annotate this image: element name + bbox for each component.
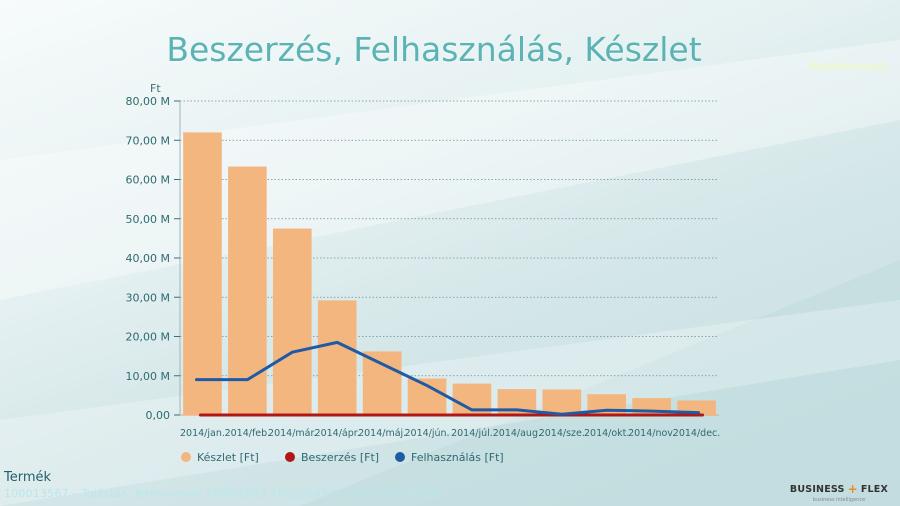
bar-keszlet bbox=[183, 132, 222, 415]
x-tick-label: 2014/aug. bbox=[493, 428, 541, 439]
model-link[interactable]: Készletmodell bbox=[809, 60, 886, 73]
x-tick-label: 2014/már. bbox=[268, 428, 317, 439]
x-tick-label: 2014/júl. bbox=[451, 428, 493, 439]
x-axis: 2014/jan. 2014/feb.2014/már.2014/ápr.2014… bbox=[180, 428, 720, 439]
legend-marker bbox=[285, 452, 295, 462]
bar-keszlet bbox=[228, 166, 267, 415]
bar-keszlet bbox=[362, 351, 402, 415]
y-tick-label: 40,00 M bbox=[126, 252, 170, 265]
brand-name-right: FLEX bbox=[860, 483, 888, 495]
legend: Készlet [Ft] Beszerzés [Ft] Felhasználás [… bbox=[181, 451, 504, 464]
bar-keszlet bbox=[272, 228, 312, 415]
x-tick-label: 2014/sze. bbox=[539, 428, 585, 439]
brand-name-left: BUSINESS bbox=[789, 483, 845, 495]
legend-label: Készlet [Ft] bbox=[197, 451, 259, 464]
y-tick-label: 20,00 M bbox=[126, 331, 170, 344]
y-tick-label: 0,00 bbox=[146, 409, 171, 422]
y-tick-label: 80,00 M bbox=[126, 95, 170, 108]
x-tick-label: 2014/okt. bbox=[584, 428, 629, 439]
bar-keszlet bbox=[542, 389, 582, 415]
brand-plus-icon: + bbox=[847, 482, 858, 496]
y-tick-label: 10,00 M bbox=[126, 370, 170, 383]
page-title: Beszerzés, Felhasználás, Készlet bbox=[166, 30, 702, 69]
brand-logo: BUSINESS + FLEX business intelligence bbox=[790, 482, 888, 503]
x-tick-label: 2014/nov. bbox=[628, 428, 675, 439]
legend-label: Beszerzés [Ft] bbox=[301, 451, 379, 464]
x-tick-label: 2014/feb. bbox=[225, 428, 271, 439]
legend-marker bbox=[181, 452, 191, 462]
product-value[interactable]: 100013567 – Tojástár, Termoyoveli 1606|1… bbox=[4, 487, 440, 500]
y-tick-label: 60,00 M bbox=[126, 174, 170, 187]
legend-label: Felhasználás [Ft] bbox=[411, 451, 504, 464]
x-tick-label: 2014/máj. bbox=[358, 428, 406, 439]
y-tick-label: 70,00 M bbox=[126, 134, 170, 147]
bar-keszlet bbox=[317, 300, 357, 415]
y-tick-label: 50,00 M bbox=[126, 213, 170, 226]
x-tick-label: 2014/ápr. bbox=[315, 428, 360, 439]
line-felhasznalas bbox=[194, 340, 701, 416]
x-tick-label: 2014/jún. bbox=[404, 428, 449, 439]
y-tick-label: 30,00 M bbox=[126, 291, 170, 304]
legend-marker bbox=[395, 452, 405, 462]
product-label: Termék bbox=[4, 470, 52, 485]
lines bbox=[194, 340, 705, 417]
brand-tagline: business intelligence bbox=[812, 497, 866, 503]
x-tick-label: 2014/dec. bbox=[673, 428, 721, 439]
x-tick-label: 2014/jan. bbox=[180, 428, 225, 439]
y-axis: Ft 0,00 10,00 M 20,00 M 30,00 M 40,00 M 50,00 … bbox=[126, 82, 181, 422]
y-unit-label: Ft bbox=[150, 82, 161, 95]
bars-keszlet bbox=[183, 132, 716, 415]
